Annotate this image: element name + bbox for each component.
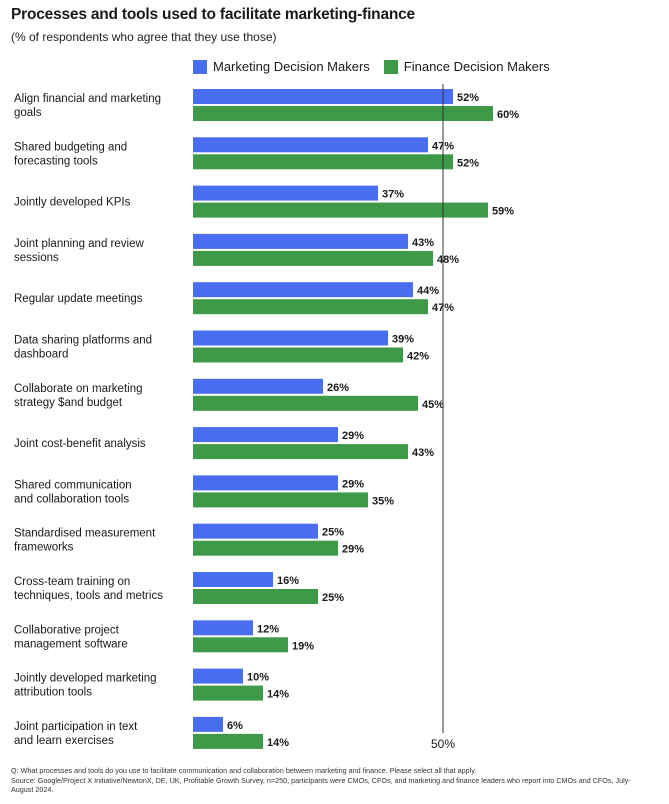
data-label-marketing: 39% xyxy=(392,334,414,346)
category-label: Shared budgeting and xyxy=(14,141,127,153)
legend-label-marketing: Marketing Decision Makers xyxy=(213,59,370,74)
category-label: frameworks xyxy=(14,542,74,554)
bar-marketing xyxy=(193,89,453,104)
category-label: Joint participation in text xyxy=(14,721,138,733)
data-label-finance: 59% xyxy=(492,206,514,218)
category-label: attribution tools xyxy=(14,687,92,699)
data-label-finance: 48% xyxy=(437,254,459,266)
category-label: techniques, tools and metrics xyxy=(14,590,163,602)
bar-marketing xyxy=(193,137,428,153)
bar-marketing xyxy=(193,475,338,491)
bar-finance xyxy=(193,250,433,266)
data-label-marketing: 52% xyxy=(457,92,479,104)
category-label: Jointly developed marketing xyxy=(14,673,157,685)
category-label: sessions xyxy=(14,252,59,264)
bar-marketing xyxy=(193,620,253,636)
bar-marketing xyxy=(193,716,223,732)
bar-marketing xyxy=(193,427,338,443)
category-label: management software xyxy=(14,638,128,650)
data-label-marketing: 29% xyxy=(342,430,364,442)
bar-finance xyxy=(193,154,453,170)
category-label: strategy $and budget xyxy=(14,397,123,409)
data-label-marketing: 26% xyxy=(327,382,349,394)
bar-finance xyxy=(193,106,493,121)
data-label-marketing: 25% xyxy=(322,527,344,539)
category-label: goals xyxy=(14,107,42,119)
category-label: Jointly developed KPIs xyxy=(14,197,131,209)
data-label-finance: 42% xyxy=(407,351,429,363)
category-label: dashboard xyxy=(14,349,68,361)
legend: Marketing Decision Makers Finance Decisi… xyxy=(193,59,564,74)
data-label-finance: 25% xyxy=(322,592,344,604)
bar-chart: Align financial and marketing goals 52% 60%… xyxy=(14,84,519,751)
bar-finance xyxy=(193,685,263,701)
bar-finance xyxy=(193,395,418,411)
bar-marketing xyxy=(193,185,378,201)
data-label-marketing: 43% xyxy=(412,237,434,249)
data-label-finance: 45% xyxy=(422,399,444,411)
data-label-finance: 14% xyxy=(267,737,289,749)
footnote-source: Source: Google/Project X Initiative/Newt… xyxy=(11,775,631,785)
chart-title: Processes and tools used to facilitate m… xyxy=(11,6,415,23)
chart-subtitle: (% of respondents who agree that they us… xyxy=(11,30,277,44)
bar-finance xyxy=(193,299,428,315)
bar-marketing xyxy=(193,378,323,394)
category-label: Joint cost-benefit analysis xyxy=(14,438,146,450)
bar-marketing xyxy=(193,668,243,684)
footnote: Q: What processes and tools do you use t… xyxy=(11,766,661,795)
category-label: and collaboration tools xyxy=(14,493,129,505)
reference-line-label: 50% xyxy=(431,737,455,751)
category-label: Collaborate on marketing xyxy=(14,383,143,395)
bar-finance xyxy=(193,589,318,604)
bar-marketing xyxy=(193,523,318,539)
bar-finance xyxy=(193,733,263,749)
category-label: and learn exercises xyxy=(14,735,114,747)
data-label-finance: 52% xyxy=(457,157,479,169)
category-label: Data sharing platforms and xyxy=(14,335,152,347)
data-label-finance: 60% xyxy=(497,109,519,121)
bar-finance xyxy=(193,444,408,460)
legend-swatch-finance xyxy=(383,59,398,74)
bar-finance xyxy=(193,347,403,363)
bar-finance xyxy=(193,202,488,218)
bar-finance xyxy=(193,637,288,653)
data-label-marketing: 37% xyxy=(382,189,404,201)
data-label-marketing: 16% xyxy=(277,575,299,587)
legend-item-finance: Finance Decision Makers xyxy=(383,59,550,74)
category-label: Regular update meetings xyxy=(14,293,143,305)
legend-item-marketing: Marketing Decision Makers xyxy=(193,59,370,74)
data-label-finance: 43% xyxy=(412,447,434,459)
data-label-marketing: 12% xyxy=(257,623,279,635)
bar-marketing xyxy=(193,572,273,587)
data-label-finance: 19% xyxy=(292,640,314,652)
data-label-marketing: 29% xyxy=(342,478,364,490)
data-label-finance: 14% xyxy=(267,689,289,701)
data-label-marketing: 10% xyxy=(247,672,269,684)
bar-finance xyxy=(193,492,368,508)
footnote-date: August 2024. xyxy=(11,785,54,794)
bar-marketing xyxy=(193,233,408,249)
data-label-finance: 29% xyxy=(342,544,364,556)
data-label-finance: 35% xyxy=(372,495,394,507)
category-label: forecasting tools xyxy=(14,155,98,167)
data-label-marketing: 6% xyxy=(227,720,243,732)
category-label: Joint planning and review xyxy=(14,238,144,250)
bar-finance xyxy=(193,540,338,556)
category-label: Standardised measurement xyxy=(14,528,156,540)
category-label: Shared communication xyxy=(14,479,132,491)
legend-swatch-marketing xyxy=(193,59,207,74)
data-label-marketing: 44% xyxy=(417,285,439,297)
legend-label-finance: Finance Decision Makers xyxy=(403,59,550,74)
bar-marketing xyxy=(193,282,413,298)
footnote-question: Q: What processes and tools do you use t… xyxy=(11,766,477,775)
bar-marketing xyxy=(193,330,388,346)
category-label: Align financial and marketing xyxy=(14,93,161,105)
category-label: Collaborative project xyxy=(14,624,120,636)
category-label: Cross-team training on xyxy=(14,576,130,588)
